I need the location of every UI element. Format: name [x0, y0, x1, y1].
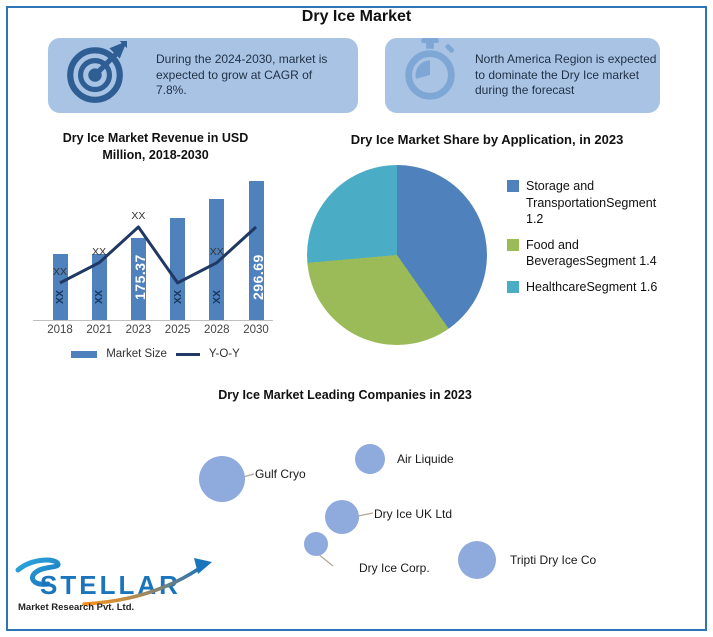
storage-value: 1.2 — [526, 212, 544, 226]
stopwatch-icon — [399, 38, 461, 113]
callout-region: North America Region is expected to domi… — [385, 38, 660, 113]
pie-legend: Storage and TransportationSegment 1.2 Fo… — [507, 178, 660, 295]
pie-legend-item-healthcare: HealthcareSegment 1.6 — [507, 279, 660, 296]
application-pie-chart: Dry Ice Market Share by Application, in … — [295, 132, 707, 382]
storage-label: Storage and TransportationSegment — [526, 179, 657, 210]
pie-legend-item-food: Food and BeveragesSegment 1.4 — [507, 237, 660, 270]
yoy-point-label: XX — [209, 245, 224, 258]
legend-yoy-label: Y-O-Y — [208, 348, 240, 360]
food-value: 1.4 — [639, 254, 657, 268]
healthcare-label: HealthcareSegment — [526, 279, 637, 294]
callout-region-text: North America Region is expected to domi… — [475, 51, 657, 98]
bubble-tripti-dry-ice-co — [458, 541, 496, 579]
legend-market-size-label: Market Size — [106, 348, 167, 360]
x-tick-2023: 2023 — [125, 324, 152, 336]
bubble-label: Air Liquide — [397, 452, 454, 466]
logo-tagline: Market Research Pvt. Ltd. — [18, 602, 135, 613]
legend-bar-swatch — [71, 350, 98, 358]
bubble-label: Dry Ice Corp. — [359, 561, 430, 575]
food-swatch — [507, 238, 519, 251]
target-icon — [62, 40, 128, 111]
bubble-dry-ice-uk-ltd — [325, 500, 359, 534]
yoy-point-label: XX — [131, 210, 146, 222]
pie — [307, 165, 487, 345]
bar-chart-title: Dry Ice Market Revenue in USD Million, 2… — [62, 131, 249, 162]
x-tick-2018: 2018 — [47, 324, 73, 336]
bar-chart-legend: Market Size Y-O-Y — [18, 348, 293, 360]
legend-line-swatch — [175, 352, 200, 356]
bubble-label: Dry Ice UK Ltd — [374, 507, 453, 521]
x-tick-2021: 2021 — [86, 324, 112, 336]
revenue-bar-chart: Dry Ice Market Revenue in USD Million, 2… — [18, 130, 293, 375]
stellar-logo: STELLAR Market Research Pvt. Ltd. — [14, 552, 244, 624]
pie-legend-item-storage: Storage and TransportationSegment 1.2 — [507, 178, 660, 228]
x-tick-2028: 2028 — [204, 324, 230, 336]
bubble-label: Gulf Cryo — [255, 467, 306, 481]
food-label: Food and BeveragesSegment — [526, 237, 636, 269]
page-title: Dry Ice Market — [301, 8, 412, 25]
callout-cagr: During the 2024-2030, market is expected… — [48, 38, 358, 113]
x-tick-2025: 2025 — [164, 324, 191, 336]
x-tick-2030: 2030 — [243, 324, 269, 336]
yoy-point-label: XX — [52, 265, 68, 278]
callout-cagr-text: During the 2024-2030, market is expected… — [156, 51, 328, 98]
logo-wordmark: STELLAR — [40, 570, 181, 600]
bubble-chart-title: Dry Ice Market Leading Companies in 2023 — [218, 388, 472, 402]
healthcare-swatch — [507, 280, 519, 293]
bubble-air-liquide — [355, 444, 385, 474]
yoy-point-label: XX — [92, 245, 107, 258]
bar-x-axis: 2018 2021 2023 2025 2028 2030 — [33, 324, 273, 338]
bubble-dry-ice-corp- — [304, 532, 328, 556]
stellar-logo-art: STELLAR — [15, 557, 212, 606]
healthcare-value: 1.6 — [639, 279, 658, 294]
storage-swatch — [507, 180, 519, 192]
bubble-label: Tripti Dry Ice Co — [510, 553, 597, 567]
bubble-gulf-cryo — [199, 456, 245, 502]
pie-chart-title: Dry Ice Market Share by Application, in … — [350, 132, 624, 147]
